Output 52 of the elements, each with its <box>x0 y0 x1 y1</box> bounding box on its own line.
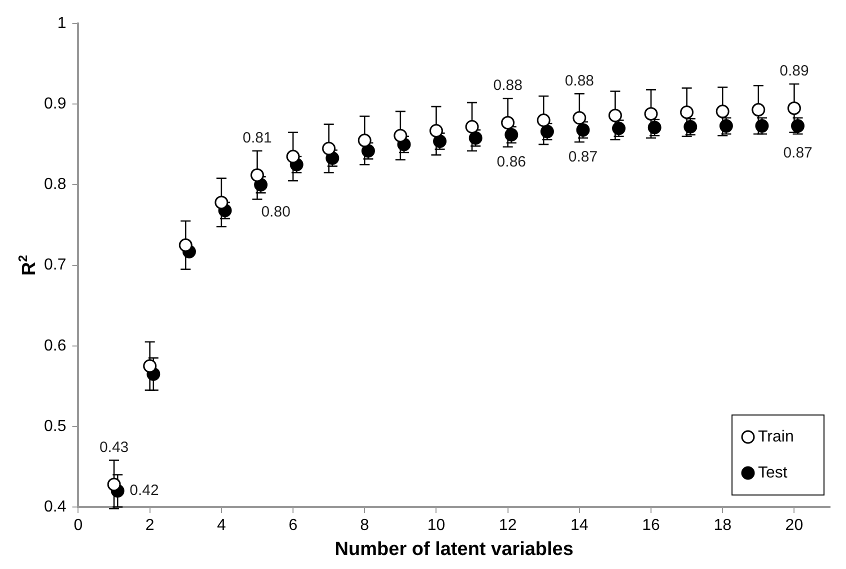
point <box>429 124 443 138</box>
data-label: 0.80 <box>261 203 290 220</box>
x-tick-label: 4 <box>216 517 226 534</box>
y-tick-label: 0.7 <box>44 256 66 274</box>
point <box>644 107 658 121</box>
y-tick-label: 0.5 <box>44 418 66 435</box>
y-tick-label: 0.4 <box>44 498 66 516</box>
point <box>608 108 622 122</box>
point <box>572 111 586 125</box>
data-label: 0.42 <box>130 482 159 500</box>
point <box>143 359 157 373</box>
x-tick-label: 10 <box>427 517 446 534</box>
point <box>214 196 228 210</box>
point <box>394 128 408 142</box>
x-tick-label: 6 <box>288 517 298 534</box>
x-tick-label: 18 <box>714 517 732 534</box>
point <box>465 120 479 134</box>
point <box>752 103 766 117</box>
y-tick-label: 1 <box>57 15 66 32</box>
data-label: 0.88 <box>493 77 522 94</box>
point <box>716 104 730 118</box>
point <box>787 101 801 115</box>
x-tick-label: 16 <box>642 517 660 534</box>
y-tick-label: 0.6 <box>44 337 66 354</box>
point <box>107 478 121 492</box>
x-tick-label: 0 <box>74 517 83 534</box>
x-axis-title: Number of latent variables <box>334 538 574 560</box>
legend-label: Test <box>758 464 788 482</box>
x-tick-label: 2 <box>145 517 154 534</box>
y-tick-label: 0.8 <box>44 176 66 194</box>
point <box>322 142 336 156</box>
x-tick-label: 14 <box>570 517 588 534</box>
x-tick-label: 8 <box>360 517 370 534</box>
point <box>680 105 694 119</box>
point <box>501 116 515 130</box>
point <box>358 134 372 148</box>
x-tick-label: 20 <box>785 517 804 534</box>
data-label: 0.89 <box>780 62 809 80</box>
data-label: 0.88 <box>564 72 594 90</box>
y-axis-title: R2 <box>16 254 40 276</box>
y-tick-label: 0.9 <box>44 96 66 113</box>
point <box>178 238 192 252</box>
data-label: 0.87 <box>783 144 812 162</box>
data-label: 0.43 <box>99 438 129 456</box>
data-label: 0.86 <box>496 153 526 170</box>
point <box>250 168 264 182</box>
data-label: 0.87 <box>568 148 598 166</box>
point <box>286 150 300 164</box>
data-label: 0.81 <box>242 130 272 147</box>
x-tick-label: 12 <box>498 517 517 534</box>
point <box>536 114 550 128</box>
legend-label: Train <box>758 428 794 446</box>
